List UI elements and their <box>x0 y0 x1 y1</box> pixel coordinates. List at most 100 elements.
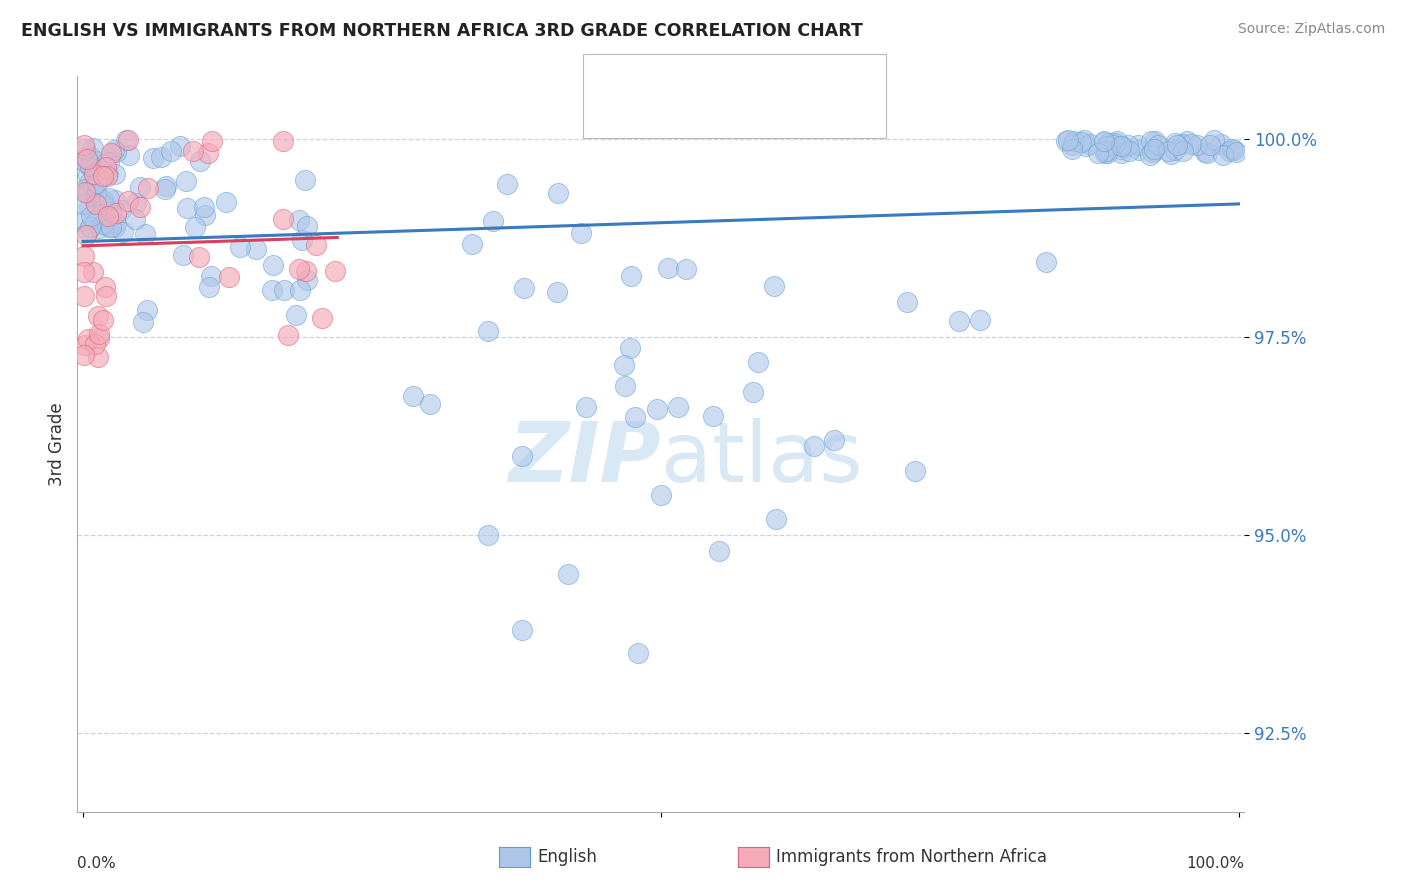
Point <box>188 250 211 264</box>
Point <box>1074 139 1097 153</box>
Point <box>1194 145 1216 160</box>
Point <box>614 379 637 393</box>
Point <box>103 143 125 157</box>
Point <box>1070 135 1092 149</box>
Point <box>84 188 107 202</box>
Point <box>294 173 316 187</box>
Point <box>89 190 111 204</box>
Point <box>1212 148 1234 162</box>
Point <box>73 153 96 168</box>
Point <box>1222 143 1244 157</box>
Point <box>569 227 592 241</box>
Point <box>1087 146 1109 161</box>
Point <box>627 647 650 661</box>
Point <box>153 182 176 196</box>
Point <box>1109 146 1132 161</box>
Point <box>668 401 690 415</box>
Point <box>84 216 107 230</box>
Point <box>1164 143 1187 157</box>
Point <box>823 433 845 447</box>
Point <box>142 151 165 165</box>
Point <box>262 258 284 272</box>
Point <box>97 220 120 235</box>
Point <box>1144 134 1167 148</box>
Point <box>83 337 105 351</box>
Point <box>83 167 105 181</box>
Point <box>117 194 139 208</box>
Point <box>1204 133 1226 147</box>
Point <box>97 210 120 224</box>
Point <box>1095 145 1118 159</box>
Point <box>87 309 110 323</box>
Point <box>150 150 173 164</box>
Point <box>1073 133 1095 147</box>
Point <box>1104 136 1126 150</box>
Point <box>73 248 96 262</box>
Point <box>79 219 101 234</box>
Point <box>1128 143 1150 157</box>
Point <box>285 308 308 322</box>
Point <box>613 358 636 372</box>
Point <box>100 145 122 160</box>
Point <box>94 289 117 303</box>
Point <box>229 240 252 254</box>
Point <box>1170 136 1192 151</box>
Point <box>136 181 159 195</box>
Point <box>73 197 96 211</box>
Point <box>124 211 146 226</box>
Point <box>77 201 100 215</box>
Point <box>624 409 647 424</box>
Point <box>291 233 314 247</box>
Point <box>172 248 194 262</box>
Point <box>277 327 299 342</box>
Point <box>77 168 100 182</box>
Point <box>707 543 730 558</box>
Point <box>1118 145 1140 159</box>
Point <box>76 224 98 238</box>
Point <box>1220 143 1243 157</box>
Point <box>1187 137 1209 152</box>
Point <box>297 219 319 233</box>
Point <box>477 324 499 338</box>
Point <box>79 159 101 173</box>
Point <box>742 385 765 400</box>
Point <box>100 219 122 234</box>
Point <box>323 264 346 278</box>
Point <box>1164 136 1187 150</box>
Text: R = 0.596   N = 44: R = 0.596 N = 44 <box>631 100 815 118</box>
Point <box>75 151 97 165</box>
Point <box>73 265 96 279</box>
Point <box>155 178 177 193</box>
Text: ENGLISH VS IMMIGRANTS FROM NORTHERN AFRICA 3RD GRADE CORRELATION CHART: ENGLISH VS IMMIGRANTS FROM NORTHERN AFRI… <box>21 22 863 40</box>
Point <box>100 205 122 219</box>
Point <box>1035 254 1057 268</box>
Point <box>1166 138 1188 153</box>
Point <box>200 268 222 283</box>
Point <box>1175 134 1198 148</box>
Point <box>311 311 333 326</box>
Point <box>273 284 295 298</box>
Point <box>1098 136 1121 151</box>
Point <box>75 213 97 227</box>
Point <box>84 197 107 211</box>
Point <box>112 225 135 239</box>
Point <box>87 221 110 235</box>
Point <box>87 330 110 344</box>
Point <box>86 176 108 190</box>
Point <box>1218 144 1240 158</box>
Point <box>245 242 267 256</box>
Point <box>288 262 311 277</box>
Point <box>1139 148 1161 162</box>
Point <box>197 280 219 294</box>
Point <box>80 150 103 164</box>
Point <box>747 355 769 369</box>
Point <box>1195 146 1218 161</box>
Point <box>1180 136 1202 151</box>
Point <box>91 169 114 183</box>
Point <box>218 269 240 284</box>
Point <box>193 208 215 222</box>
Text: Immigrants from Northern Africa: Immigrants from Northern Africa <box>776 848 1047 866</box>
Point <box>1109 139 1132 153</box>
Text: Source: ZipAtlas.com: Source: ZipAtlas.com <box>1237 22 1385 37</box>
Point <box>1171 144 1194 158</box>
